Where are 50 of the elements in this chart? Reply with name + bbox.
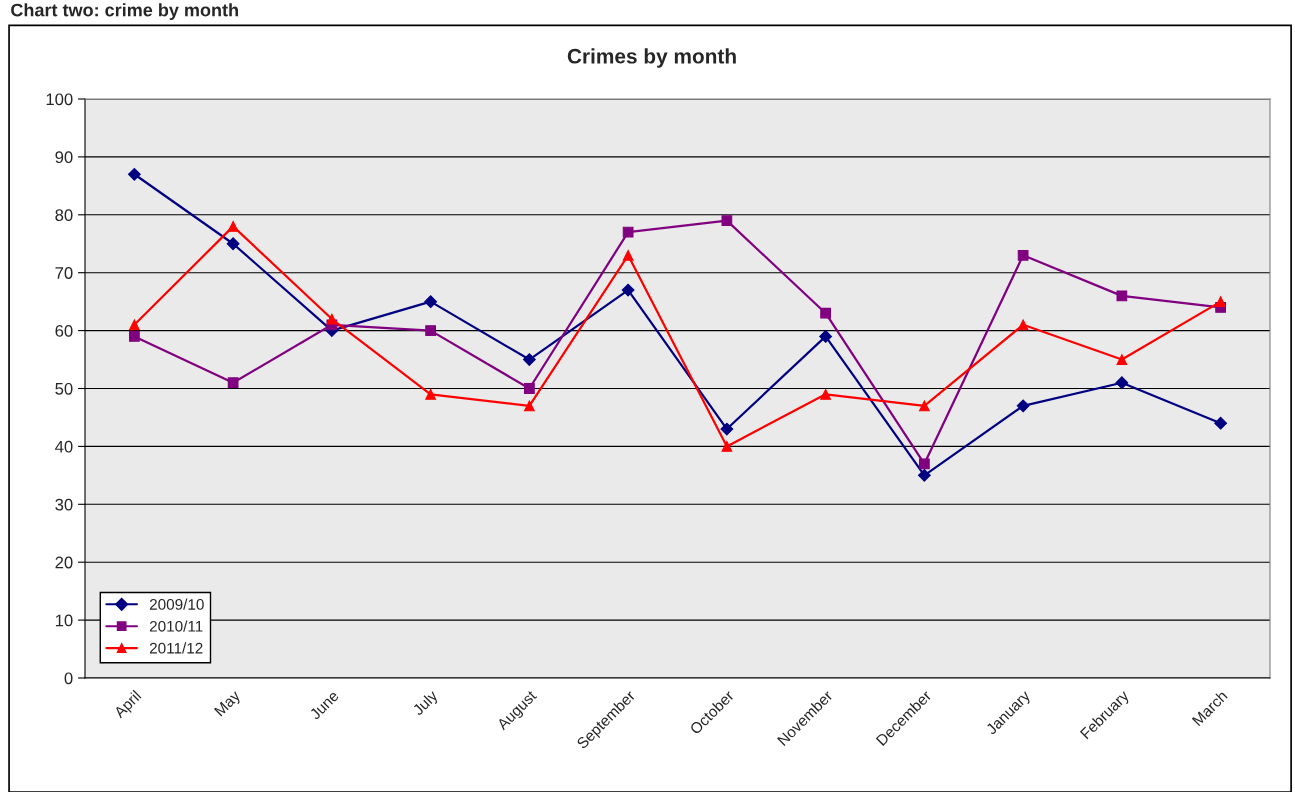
point: [1116, 290, 1128, 302]
y-tick-label: 50: [55, 382, 73, 395]
y-tick-label: 100: [46, 93, 73, 106]
y-tick-label: 0: [64, 672, 73, 685]
point: [1017, 249, 1029, 261]
point: [621, 283, 635, 297]
y-tick-label: 30: [55, 498, 73, 511]
point: [1215, 296, 1227, 308]
point: [227, 377, 239, 389]
point: [918, 458, 930, 470]
point: [720, 422, 734, 436]
point: [326, 313, 338, 325]
point: [522, 353, 536, 366]
chart-title: Crimes by month: [567, 48, 736, 68]
point: [721, 215, 733, 226]
point: [424, 295, 438, 309]
point: [918, 400, 930, 412]
y-tick-label: 10: [55, 614, 73, 627]
point: [721, 441, 733, 452]
point: [1214, 416, 1228, 430]
point: [917, 468, 931, 482]
x-tick-label: July: [411, 689, 441, 719]
point: [622, 226, 634, 238]
point: [127, 167, 141, 181]
y-tick-label: 20: [55, 556, 73, 569]
point: [523, 383, 535, 394]
legend-label: 2010/11: [149, 620, 203, 632]
y-tick-label: 70: [55, 267, 73, 279]
y-tick-label: 90: [55, 151, 73, 164]
point: [425, 325, 437, 336]
point: [820, 307, 832, 319]
point: [1016, 399, 1030, 413]
point: [622, 249, 634, 261]
point: [1017, 319, 1029, 331]
point: [820, 388, 832, 400]
y-tick-label: 60: [55, 325, 73, 337]
point: [819, 329, 833, 343]
y-tick-label: 80: [55, 209, 73, 221]
legend-label: 2011/12: [149, 642, 203, 654]
y-tick-label: 40: [55, 440, 73, 453]
point: [1116, 354, 1128, 365]
text: Chart two: crime by month: [11, 3, 238, 20]
legend-label: 2009/10: [149, 598, 204, 610]
point: [128, 319, 140, 331]
point: [128, 331, 140, 342]
point: [227, 221, 239, 232]
point: [226, 237, 240, 251]
point: [425, 388, 437, 400]
point: [1115, 376, 1129, 390]
point: [523, 400, 535, 412]
